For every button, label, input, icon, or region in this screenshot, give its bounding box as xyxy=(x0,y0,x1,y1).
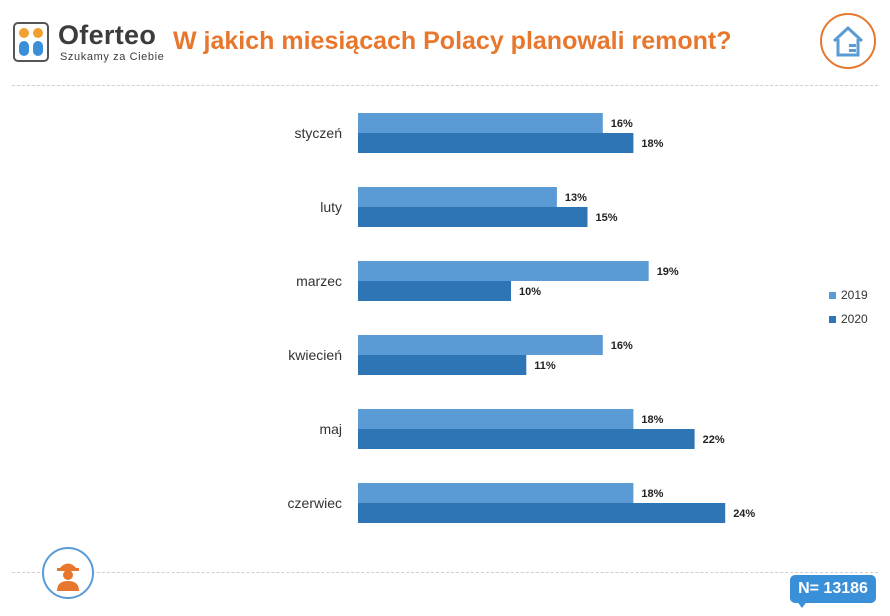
data-label-2019: 16% xyxy=(611,118,633,130)
bar-2020 xyxy=(358,281,511,301)
sample-size-badge: N= 13186 xyxy=(790,575,876,603)
bar-2020 xyxy=(358,503,726,523)
data-label-2020: 18% xyxy=(641,138,663,150)
data-label-2019: 13% xyxy=(565,192,587,204)
header-divider xyxy=(12,85,878,86)
data-label-2020: 22% xyxy=(703,434,725,446)
page-title: W jakich miesiącach Polacy planowali rem… xyxy=(173,27,732,55)
data-label-2019: 18% xyxy=(641,488,663,500)
category-label: kwiecień xyxy=(288,347,342,363)
bar-2020 xyxy=(358,207,588,227)
header: Oferteo Szukamy za Ciebie W jakich miesi… xyxy=(0,0,890,86)
legend-item-2019: 2019 xyxy=(829,287,868,303)
bar-2019 xyxy=(358,113,603,133)
bar-chart: styczeń 16% 18% luty 13% 15% marzec 19% 10% kwiec… xyxy=(288,113,755,523)
legend-item-2020: 2020 xyxy=(829,311,868,327)
bar-2020 xyxy=(358,429,695,449)
data-label-2020: 24% xyxy=(733,508,755,520)
legend-label-2019: 2019 xyxy=(841,288,868,302)
legend-swatch-2019 xyxy=(829,291,836,299)
footer-divider xyxy=(12,572,878,573)
data-label-2020: 15% xyxy=(596,212,618,224)
bar-2020 xyxy=(358,133,634,153)
data-label-2020: 10% xyxy=(519,286,541,298)
brand-tagline: Szukamy za Ciebie xyxy=(60,51,165,63)
bar-2019 xyxy=(358,409,634,429)
bar-2019 xyxy=(358,335,603,355)
bar-2019 xyxy=(358,261,649,281)
house-icon xyxy=(820,13,876,69)
category-label: czerwiec xyxy=(288,495,342,511)
data-label-2019: 16% xyxy=(611,340,633,352)
brand-name: Oferteo xyxy=(58,20,157,50)
category-label: maj xyxy=(319,421,342,437)
oferteo-logo-icon xyxy=(13,22,49,62)
bar-2020 xyxy=(358,355,527,375)
worker-icon xyxy=(42,547,94,599)
category-label: marzec xyxy=(296,273,342,289)
bar-2019 xyxy=(358,483,634,503)
bar-2019 xyxy=(358,187,557,207)
data-label-2019: 18% xyxy=(641,414,663,426)
chart-legend: 2019 2020 xyxy=(829,287,868,335)
category-label: luty xyxy=(320,199,342,215)
category-label: styczeń xyxy=(295,125,342,141)
sample-size-badge-tail xyxy=(796,600,808,608)
data-label-2019: 19% xyxy=(657,266,679,278)
legend-label-2020: 2020 xyxy=(841,312,868,326)
data-label-2020: 11% xyxy=(534,360,556,372)
legend-swatch-2020 xyxy=(829,315,836,323)
